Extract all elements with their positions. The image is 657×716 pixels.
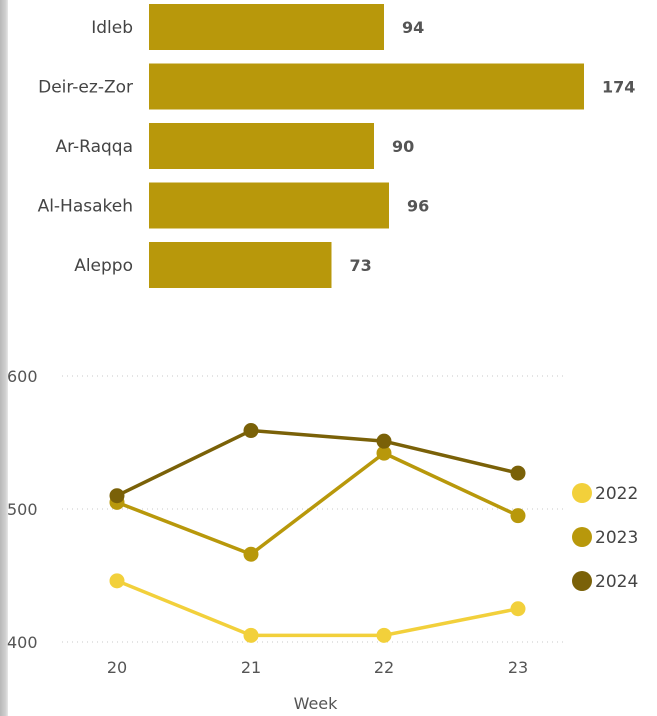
y-tick-label-600: 600: [7, 367, 38, 386]
data-label-al-hasakeh: 96: [407, 197, 429, 216]
x-tick-label-23: 23: [508, 658, 528, 677]
point-2023-22: [376, 445, 392, 461]
series-line-2024: [116, 428, 519, 498]
bar-deir-ez-zor: [149, 63, 584, 110]
legend-label-2022: 2022: [595, 484, 638, 504]
data-label-deir-ez-zor: 174: [602, 78, 635, 97]
bar-al-hasakeh: [149, 182, 389, 229]
category-label-ar-raqqa: Ar-Raqqa: [55, 137, 133, 157]
bar-aleppo: [149, 242, 332, 288]
legend-marker-2022: [572, 483, 592, 503]
series-line-2022: [116, 579, 519, 638]
legend-label-2024: 2024: [595, 572, 638, 592]
point-2022-22: [376, 627, 392, 643]
point-2024-21: [243, 423, 259, 439]
point-2024-23: [510, 465, 526, 481]
point-2022-23: [510, 601, 526, 617]
x-tick-label-21: 21: [241, 658, 261, 677]
point-2023-23: [510, 508, 526, 524]
bar-ar-raqqa: [149, 123, 374, 169]
category-label-al-hasakeh: Al-Hasakeh: [38, 197, 133, 217]
legend-label-2023: 2023: [595, 528, 638, 548]
bar-idleb: [149, 4, 384, 50]
left-panel-border: [0, 0, 8, 716]
point-2022-20: [109, 573, 125, 589]
legend-marker-2024: [572, 571, 592, 591]
point-2023-21: [243, 546, 259, 562]
series-line-2023: [116, 451, 519, 556]
point-2022-21: [243, 627, 259, 643]
x-axis-title: Week: [294, 694, 339, 713]
data-label-aleppo: 73: [350, 256, 372, 275]
y-tick-label-400: 400: [7, 633, 38, 652]
category-label-deir-ez-zor: Deir-ez-Zor: [38, 78, 133, 98]
point-2024-20: [109, 488, 125, 504]
line-chart: 400 500 600 20 21 22 23 Week 2022 2023 2024: [7, 367, 638, 713]
y-tick-label-500: 500: [7, 500, 38, 519]
data-label-ar-raqqa: 90: [392, 137, 414, 156]
data-label-idleb: 94: [402, 18, 424, 37]
category-label-aleppo: Aleppo: [74, 256, 133, 276]
category-label-idleb: Idleb: [91, 18, 133, 38]
bar-chart: Idleb 94 Deir-ez-Zor 174 Ar-Raqqa 90 Al-Hasake…: [38, 4, 635, 288]
point-2024-22: [376, 433, 392, 449]
legend-marker-2023: [572, 527, 592, 547]
x-tick-label-22: 22: [374, 658, 394, 677]
x-tick-label-20: 20: [107, 658, 127, 677]
